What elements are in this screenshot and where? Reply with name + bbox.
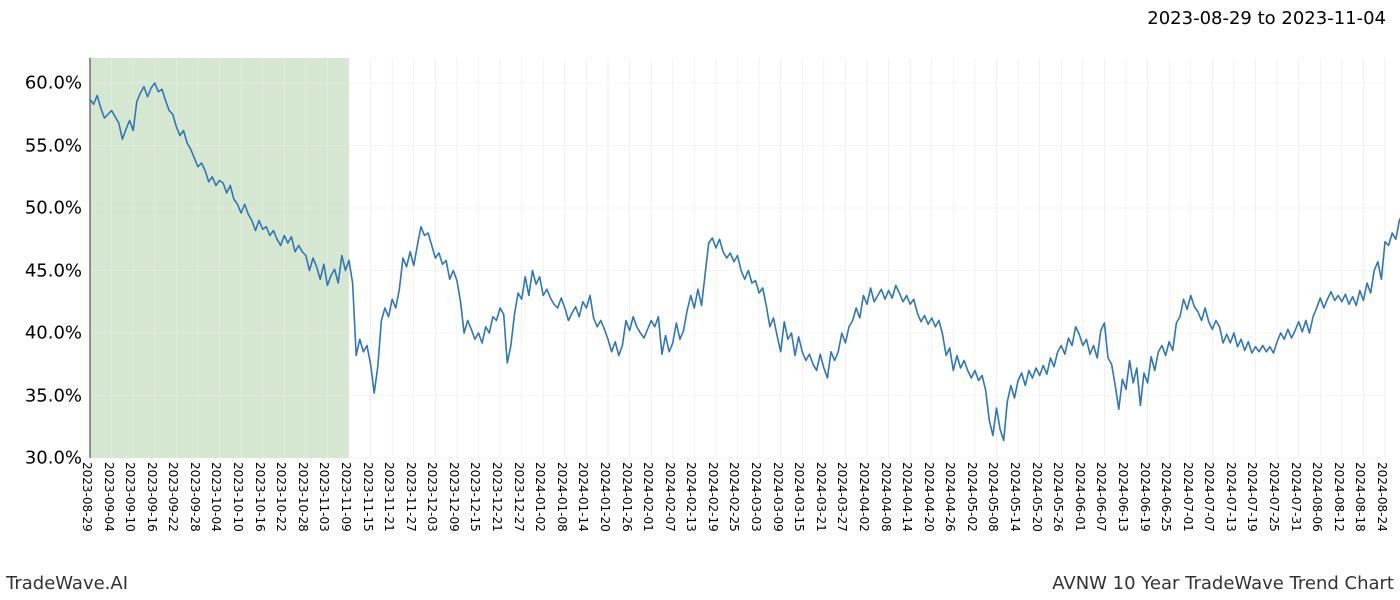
x-tick-label: 2023-12-21 [490,462,504,532]
chart-plot-area [90,58,1385,458]
x-tick-label: 2024-08-24 [1375,462,1389,532]
y-tick-label: 50.0% [2,198,82,219]
x-tick-label: 2024-01-20 [598,462,612,532]
x-tick-label: 2023-09-16 [145,462,159,532]
y-tick-label: 45.0% [2,260,82,281]
x-tick-label: 2024-07-31 [1289,462,1303,532]
date-range-label: 2023-08-29 to 2023-11-04 [1147,8,1386,29]
x-tick-label: 2023-10-28 [296,462,310,532]
x-tick-label: 2023-12-09 [447,462,461,532]
x-tick-label: 2024-06-25 [1159,462,1173,532]
x-tick-label: 2024-03-27 [835,462,849,532]
x-tick-label: 2024-07-25 [1267,462,1281,532]
y-tick-label: 60.0% [2,73,82,94]
x-tick-label: 2023-10-16 [253,462,267,532]
x-tick-label: 2023-08-29 [80,462,94,532]
x-tick-label: 2023-11-15 [361,462,375,532]
x-tick-label: 2023-10-04 [209,462,223,532]
x-tick-label: 2024-08-12 [1332,462,1346,532]
x-tick-label: 2024-02-01 [641,462,655,532]
x-tick-label: 2023-12-03 [425,462,439,532]
x-tick-label: 2024-05-26 [1051,462,1065,532]
x-tick-label: 2024-02-13 [684,462,698,532]
x-tick-label: 2024-06-13 [1116,462,1130,532]
x-tick-label: 2024-07-13 [1224,462,1238,532]
y-tick-label: 35.0% [2,385,82,406]
x-tick-label: 2024-03-09 [771,462,785,532]
x-tick-label: 2024-06-07 [1094,462,1108,532]
x-tick-label: 2023-11-21 [382,462,396,532]
x-tick-label: 2024-04-26 [943,462,957,532]
x-tick-label: 2024-01-02 [533,462,547,532]
x-tick-label: 2024-04-08 [879,462,893,532]
x-tick-label: 2024-03-03 [749,462,763,532]
x-tick-label: 2024-06-19 [1138,462,1152,532]
chart-svg [90,58,1385,458]
x-tick-label: 2023-10-10 [231,462,245,532]
x-tick-label: 2023-09-22 [166,462,180,532]
x-tick-label: 2024-06-01 [1073,462,1087,532]
x-tick-label: 2024-05-14 [1008,462,1022,532]
x-tick-label: 2024-04-20 [922,462,936,532]
x-tick-label: 2024-01-26 [620,462,634,532]
x-tick-label: 2023-09-10 [123,462,137,532]
x-tick-label: 2024-01-08 [555,462,569,532]
x-tick-label: 2024-02-25 [727,462,741,532]
x-tick-label: 2024-02-07 [663,462,677,532]
x-tick-label: 2023-09-28 [188,462,202,532]
x-tick-label: 2024-07-19 [1245,462,1259,532]
y-tick-label: 40.0% [2,323,82,344]
x-tick-label: 2024-04-14 [900,462,914,532]
x-tick-label: 2024-02-19 [706,462,720,532]
x-tick-label: 2024-07-07 [1202,462,1216,532]
x-tick-label: 2023-11-27 [404,462,418,532]
x-tick-label: 2024-03-15 [792,462,806,532]
x-tick-label: 2024-03-21 [814,462,828,532]
x-tick-label: 2024-04-02 [857,462,871,532]
x-tick-label: 2024-01-14 [576,462,590,532]
x-tick-label: 2024-05-20 [1030,462,1044,532]
x-tick-label: 2024-07-01 [1181,462,1195,532]
x-tick-label: 2023-10-22 [274,462,288,532]
x-tick-label: 2023-11-03 [317,462,331,532]
x-tick-label: 2023-12-27 [512,462,526,532]
x-tick-label: 2023-11-09 [339,462,353,532]
y-tick-label: 55.0% [2,135,82,156]
x-tick-label: 2024-08-18 [1353,462,1367,532]
y-tick-label: 30.0% [2,448,82,469]
x-tick-label: 2024-05-08 [986,462,1000,532]
x-axis-tick-labels: 2023-08-292023-09-042023-09-102023-09-16… [90,462,1385,592]
x-tick-label: 2023-09-04 [102,462,116,532]
x-tick-label: 2024-05-02 [965,462,979,532]
x-tick-label: 2023-12-15 [468,462,482,532]
x-tick-label: 2024-08-06 [1310,462,1324,532]
